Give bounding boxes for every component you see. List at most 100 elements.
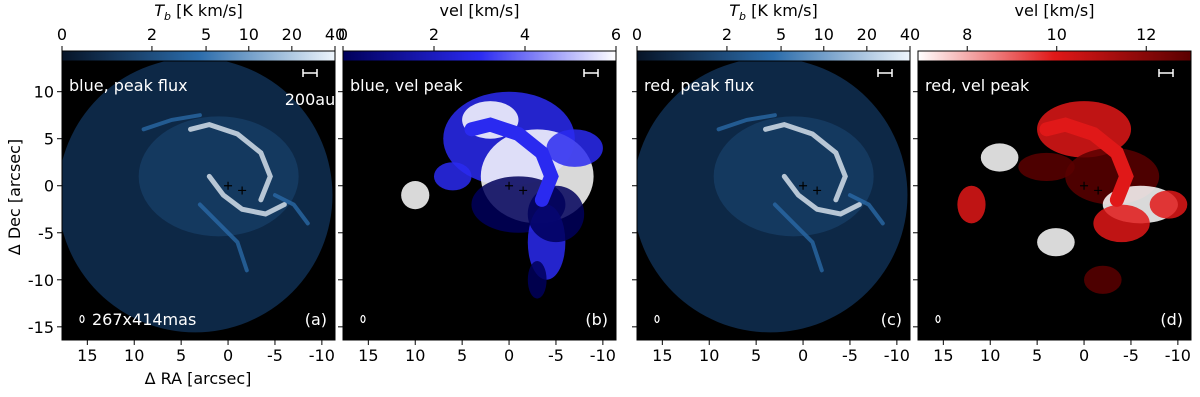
emission-arc — [188, 122, 273, 203]
x-tick-label: 10 — [124, 346, 144, 365]
colorbar-label: vel [km/s] — [1015, 1, 1095, 20]
y-tick-label: 0 — [44, 177, 54, 196]
x-tick-label: -5 — [1123, 346, 1139, 365]
colorbar-tick-label: 0 — [632, 25, 642, 44]
panel-tag: (b) — [585, 310, 608, 329]
colorbar-label-unit: [K km/s] — [171, 1, 243, 20]
image — [637, 57, 908, 333]
velocity-patch — [527, 185, 585, 243]
colorbar-tick-label: 12 — [1136, 25, 1156, 44]
colorbar-label-subscript: b — [739, 10, 746, 23]
colorbar-tick-label: 4 — [520, 25, 530, 44]
emission-disk — [637, 57, 908, 333]
emission-halo — [713, 116, 874, 237]
panel-tag: (d) — [1160, 310, 1183, 329]
colorbar-tick-label: 2 — [429, 25, 439, 44]
colorbar-tick-label: 10 — [239, 25, 259, 44]
beam — [79, 314, 85, 324]
x-tick-label: 0 — [798, 346, 808, 365]
colorbar-tick-label: 20 — [857, 25, 877, 44]
x-tick-label: -10 — [1165, 346, 1191, 365]
colorbar-label-subscript: b — [164, 10, 171, 23]
colorbar-tick-label: 5 — [201, 25, 211, 44]
colorbar-label-symbol: T — [154, 1, 165, 20]
y-tick-label: 5 — [44, 130, 54, 149]
x-tick-label: 15 — [933, 346, 953, 365]
x-tick-label: 0 — [223, 346, 233, 365]
beam — [935, 314, 941, 324]
colorbar-label-unit: [K km/s] — [746, 1, 818, 20]
emission-arc — [763, 122, 848, 203]
emission-arc — [206, 173, 287, 217]
x-tick-label: -10 — [309, 346, 335, 365]
colorbar-tick-label: 5 — [776, 25, 786, 44]
colorbar-label: Tb [K km/s] — [729, 1, 818, 23]
velocity-patch — [1018, 152, 1075, 182]
y-tick-label: -5 — [38, 224, 54, 243]
x-tick-label: -10 — [590, 346, 616, 365]
emission-arc — [197, 202, 249, 273]
colorbar-tick-label: 40 — [325, 25, 345, 44]
panel: blue, vel peak (b) 15 10 5 0 -5 -10 0 2 4 6 vel [km/… — [338, 1, 621, 365]
center-marker — [519, 186, 528, 195]
colorbar-tick-label: 10 — [814, 25, 834, 44]
velocity-ridge — [464, 117, 559, 207]
x-tick-label: -5 — [842, 346, 858, 365]
colorbar-tick-label: 6 — [611, 25, 621, 44]
colorbar-label-text: vel [km/s] — [440, 1, 520, 20]
x-tick-label: 15 — [77, 346, 97, 365]
scale-bar — [1158, 69, 1174, 77]
y-tick-label: 10 — [34, 83, 54, 102]
x-tick-label: -5 — [267, 346, 283, 365]
beam — [360, 314, 366, 324]
velocity-patch — [1084, 265, 1122, 294]
x-tick-label: -10 — [884, 346, 910, 365]
colorbar-tick-label: 10 — [1047, 25, 1067, 44]
colorbar — [61, 50, 336, 62]
velocity-ridge — [1039, 117, 1134, 207]
panel-title: blue, peak flux — [69, 76, 188, 95]
velocity-patch — [1149, 190, 1188, 219]
colorbar-tick-label: 0 — [57, 25, 67, 44]
x-tick-label: 5 — [1032, 346, 1042, 365]
scale-bar — [583, 69, 599, 77]
center-marker — [813, 186, 822, 195]
velocity-patch — [401, 181, 430, 210]
panel: red, peak flux (c) 15 10 5 0 -5 -10 0 2 5 10 20 40 Tb … — [632, 1, 920, 365]
colorbar — [342, 50, 617, 62]
velocity-patch — [527, 261, 547, 299]
center-marker — [1080, 181, 1089, 190]
x-tick-label: 15 — [358, 346, 378, 365]
colorbar-tick-label: 40 — [900, 25, 920, 44]
image — [957, 101, 1188, 294]
image — [401, 91, 603, 299]
panel-tag: (a) — [305, 310, 327, 329]
colorbar-label: vel [km/s] — [440, 1, 520, 20]
velocity-patch — [546, 129, 603, 167]
velocity-patch — [980, 143, 1019, 172]
velocity-patch — [1037, 228, 1075, 257]
image — [62, 57, 333, 333]
center-marker — [505, 181, 514, 190]
y-tick-label: -15 — [28, 318, 54, 337]
y-tick-label: -10 — [28, 271, 54, 290]
panel: red, vel peak (d) 15 10 5 0 -5 -10 8 10 12 vel [km/… — [913, 1, 1192, 365]
y-axis-label: Δ Dec [arcsec] — [5, 139, 24, 255]
panel-title: red, vel peak — [925, 76, 1030, 95]
panel-title: blue, vel peak — [350, 76, 463, 95]
velocity-patch — [957, 185, 986, 224]
panel-title: red, peak flux — [644, 76, 754, 95]
colorbar-label-text: vel [km/s] — [1015, 1, 1095, 20]
velocity-patch — [433, 162, 472, 191]
panel: 200au 267x414mas blue, peak flux (a) 15 10 5 0 -… — [28, 1, 345, 365]
center-marker — [799, 181, 808, 190]
emission-halo — [138, 116, 299, 237]
x-tick-label: 10 — [699, 346, 719, 365]
colorbar-tick-label: 2 — [147, 25, 157, 44]
x-tick-label: 5 — [176, 346, 186, 365]
x-tick-label: 5 — [751, 346, 761, 365]
scale-bar — [877, 69, 893, 77]
x-tick-label: -5 — [548, 346, 564, 365]
x-tick-label: 0 — [1079, 346, 1089, 365]
